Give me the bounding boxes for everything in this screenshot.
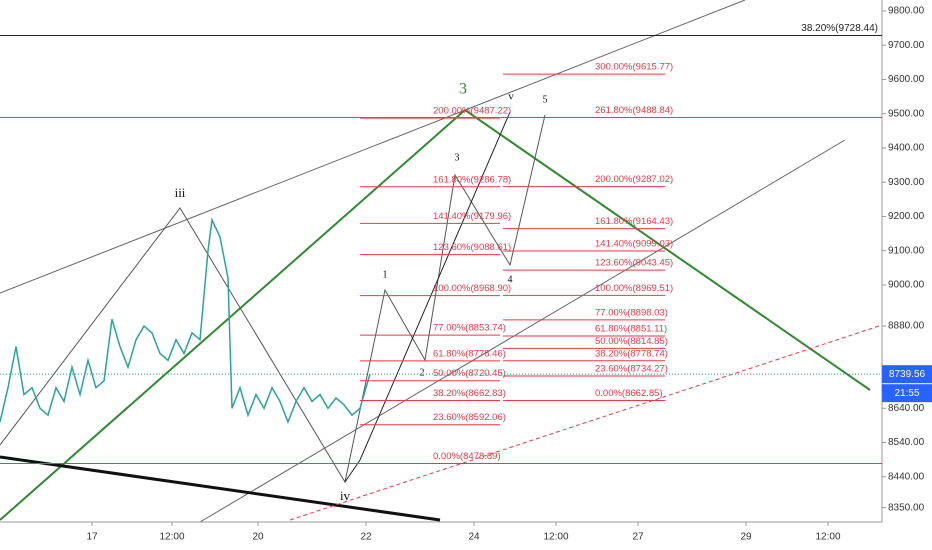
fib-label: 123.60%(9088.61) (433, 242, 511, 253)
price-line (0, 217, 371, 425)
wave-label: 3 (455, 152, 460, 163)
drawings (0, 0, 883, 523)
fib-label: 38.20%(8662.83) (433, 388, 506, 399)
fib-label: 38.20%(9728.44) (801, 23, 878, 34)
black-trend (0, 455, 441, 522)
fib-label: 200.00%(9487.22) (433, 106, 511, 117)
wave-label: 4 (508, 274, 513, 285)
wave-label: 2 (420, 367, 425, 378)
y-tick-label: 9700.00 (888, 40, 925, 51)
green-trend (0, 109, 466, 521)
wave-path (344, 111, 511, 483)
fib-label: 61.80%(8851.11) (595, 323, 667, 334)
fib-label: 77.00%(8853.74) (433, 323, 506, 334)
x-tick-label: 12:00 (159, 532, 184, 543)
y-tick-label: 8880.00 (888, 321, 925, 332)
x-tick-label: 24 (468, 532, 480, 543)
channel-lower (199, 139, 846, 523)
channel-upper (0, 0, 746, 294)
fib-label: 141.40%(9179.96) (433, 211, 511, 222)
x-tick-label: 20 (252, 532, 264, 543)
red-dashed (289, 324, 883, 521)
y-tick-label: 8640.00 (888, 403, 925, 414)
fib-label: 23.60%(8592.06) (433, 412, 506, 423)
y-tick-label: 9100.00 (888, 245, 925, 256)
green-trend (464, 109, 871, 391)
fib-label: 0.00%(8478.89) (433, 451, 501, 462)
fib-label: 123.60%(9043.45) (595, 258, 673, 269)
wave-label: v (508, 91, 514, 103)
fib-label: 23.60%(8734.27) (595, 364, 668, 375)
fib-label: 0.00%(8662.85) (595, 388, 663, 399)
countdown-box (882, 384, 932, 403)
wave-label: 1 (383, 269, 388, 280)
fib-label: 100.00%(8969.51) (595, 283, 673, 294)
y-tick-label: 9500.00 (888, 108, 925, 119)
y-tick-label: 9400.00 (888, 143, 925, 154)
y-tick-label: 9000.00 (888, 280, 925, 291)
last-price-label: 8739.56 (889, 369, 926, 380)
countdown: 21:55 (894, 388, 919, 399)
y-tick-label: 9300.00 (888, 177, 925, 188)
fib-label: 300.00%(9615.77) (595, 62, 673, 73)
x-tick-label: 12:00 (543, 532, 568, 543)
y-tick-label: 8440.00 (888, 471, 925, 482)
fib-label: 77.00%(8898.03) (595, 307, 668, 318)
price-axis (882, 0, 932, 550)
fib-label: 161.80%(9164.43) (595, 216, 673, 227)
fib-label: 50.00%(8720.45) (433, 368, 506, 379)
x-tick-label: 22 (360, 532, 372, 543)
y-tick-label: 9600.00 (888, 74, 925, 85)
fib-label: 261.80%(9488.84) (595, 105, 673, 116)
wave-label: 3 (459, 81, 467, 98)
fib-label: 61.80%(8778.46) (433, 348, 506, 359)
wave-label: iv (340, 488, 351, 503)
y-tick-label: 8540.00 (888, 437, 925, 448)
x-tick-label: 27 (632, 532, 644, 543)
y-tick-label: 8350.00 (888, 502, 925, 513)
wave-label: iii (175, 185, 186, 200)
fib-label: 141.40%(9099.03) (595, 239, 673, 250)
last-price-box (882, 365, 932, 384)
y-tick-label: 9200.00 (888, 211, 925, 222)
fib-label: 50.00%(8814.85) (595, 336, 668, 347)
x-tick-label: 17 (86, 532, 98, 543)
y-tick-label: 9800.00 (888, 6, 925, 17)
fib-label: 161.80%(9286.78) (433, 174, 511, 185)
fib-label: 100.00%(8968.90) (433, 283, 511, 294)
fib-label: 38.20%(8778.74) (595, 348, 668, 359)
x-tick-label: 12:00 (815, 532, 840, 543)
fib-label: 200.00%(9287.02) (595, 174, 673, 185)
wave-label: 5 (543, 94, 548, 105)
x-tick-label: 29 (740, 532, 752, 543)
